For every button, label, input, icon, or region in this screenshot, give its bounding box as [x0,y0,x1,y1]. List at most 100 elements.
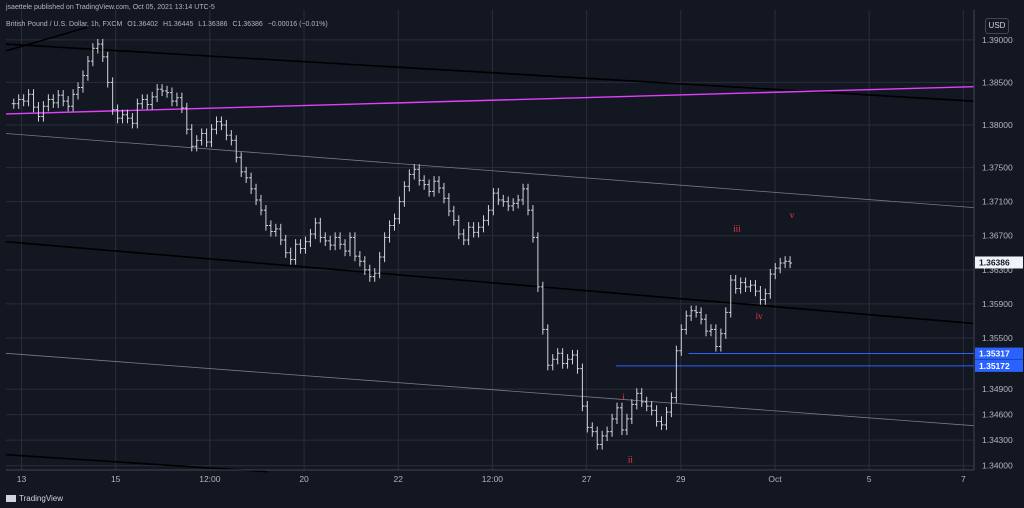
ohlc-bar [451,205,456,226]
ohlc-bar [209,124,214,148]
x-tick-label: 20 [299,474,309,484]
ohlc-bar [570,349,575,365]
ohlc-bar [417,164,422,186]
ohlc-bar [545,324,550,371]
ohlc-bar [21,94,26,107]
wave-label-ii: ii [628,454,634,464]
ohlc-bar [649,401,654,416]
ohlc-bar [575,349,580,374]
ohlc-bar [506,196,511,212]
ohlc-bar [372,268,377,282]
ohlc-bar [76,82,81,100]
ohlc-bar [46,94,51,112]
wave-label-iv: iv [756,311,764,321]
ohlc-bar [298,239,303,254]
ohlc-bar [308,228,313,247]
ohlc-bar [624,413,629,436]
ohlc-bar [184,102,189,135]
ohlc-bar [110,77,115,115]
level-badge-label: 1.35317 [979,349,1010,359]
ohlc-bar [783,256,788,269]
ohlc-bar [436,176,441,194]
ohlc-bar [219,116,224,131]
ohlc-bar [347,232,352,257]
wave-label-v: v [790,210,795,220]
legend-close: C1.36386 [232,21,263,28]
ohlc-bar [51,94,56,108]
ohlc-bar [605,426,610,442]
y-tick-label: 1.38000 [982,120,1013,130]
ohlc-bar [71,89,76,112]
ohlc-bar [105,51,110,88]
ohlc-bar [56,90,61,108]
ohlc-bar [595,426,600,450]
ohlc-bar [748,280,753,292]
ohlc-bar [476,222,481,238]
y-tick-label: 1.36300 [982,265,1013,275]
axes: 1.39000 1.38500 1.38000 1.37500 1.37100 1.367… [6,10,1013,484]
ohlc-bar [441,182,446,204]
ohlc-bar [36,102,41,122]
footer-brand-label: TradingView [19,494,64,503]
currency-label[interactable]: USD [985,18,1009,34]
legend-symbol: British Pound / U.S. Dollar, 1h, FXCM [6,21,123,28]
y-tick-label: 1.34300 [982,435,1013,445]
ohlc-bar [728,274,733,318]
legend-high: H1.36445 [162,21,194,28]
ohlc-bar [239,152,244,177]
last-price-badge [975,256,1023,269]
trendline-channel-top [5,43,975,102]
ohlc-bar [565,354,570,369]
y-tick-label: 1.35500 [982,333,1013,343]
ohlc-bar [214,116,219,135]
ohlc-bar [501,194,506,207]
ohlc-bar [387,220,392,243]
y-tick-label: 1.36700 [982,231,1013,241]
x-tick-label: 15 [111,474,121,484]
last-price-label: 1.36386 [979,257,1010,267]
ohlc-bar [278,223,283,246]
symbol-legend: British Pound / U.S. Dollar, 1h, FXCM O1… [6,21,331,28]
y-tick-label: 1.37100 [982,197,1013,207]
ohlc-bar [135,98,140,129]
ohlc-bars [11,38,793,450]
x-tick-label: Oct [768,474,782,484]
ohlc-bar [615,402,620,424]
level-badge-label: 1.35172 [979,361,1010,371]
footer-brand[interactable]: TradingView [6,494,63,503]
ohlc-bar [343,239,348,257]
ohlc-bar [466,222,471,246]
ohlc-bar [773,263,778,280]
ohlc-bar [763,288,768,305]
horizontal-levels [615,353,974,367]
ohlc-bar [753,280,758,297]
ohlc-bar [328,235,333,251]
y-tick-label: 1.34900 [982,384,1013,394]
ohlc-bar [397,196,402,224]
tradingview-logo-icon [6,495,16,502]
ohlc-bar [224,119,229,141]
ohlc-bar [140,94,145,109]
ohlc-bar [530,205,535,243]
ohlc-bar [456,215,461,240]
ohlc-bar [367,264,372,282]
ohlc-bar [694,305,699,318]
y-tick-label: 1.35900 [982,299,1013,309]
ohlc-bar [179,92,184,114]
ohlc-bar [130,113,135,129]
wave-label-i: i [622,392,625,402]
ohlc-bar [189,124,194,152]
ohlc-bar [244,166,249,183]
ohlc-bar [738,277,743,294]
ohlc-bar [629,399,634,424]
ohlc-bar [555,348,560,365]
ohlc-bar [733,274,738,294]
ohlc-bar [684,310,689,335]
ohlc-bar [90,43,95,67]
ohlc-bar [427,179,432,197]
ohlc-bar [402,181,407,207]
level-badge [975,347,1023,360]
ohlc-bar [669,392,674,418]
y-tick-label: 1.34000 [982,461,1013,471]
